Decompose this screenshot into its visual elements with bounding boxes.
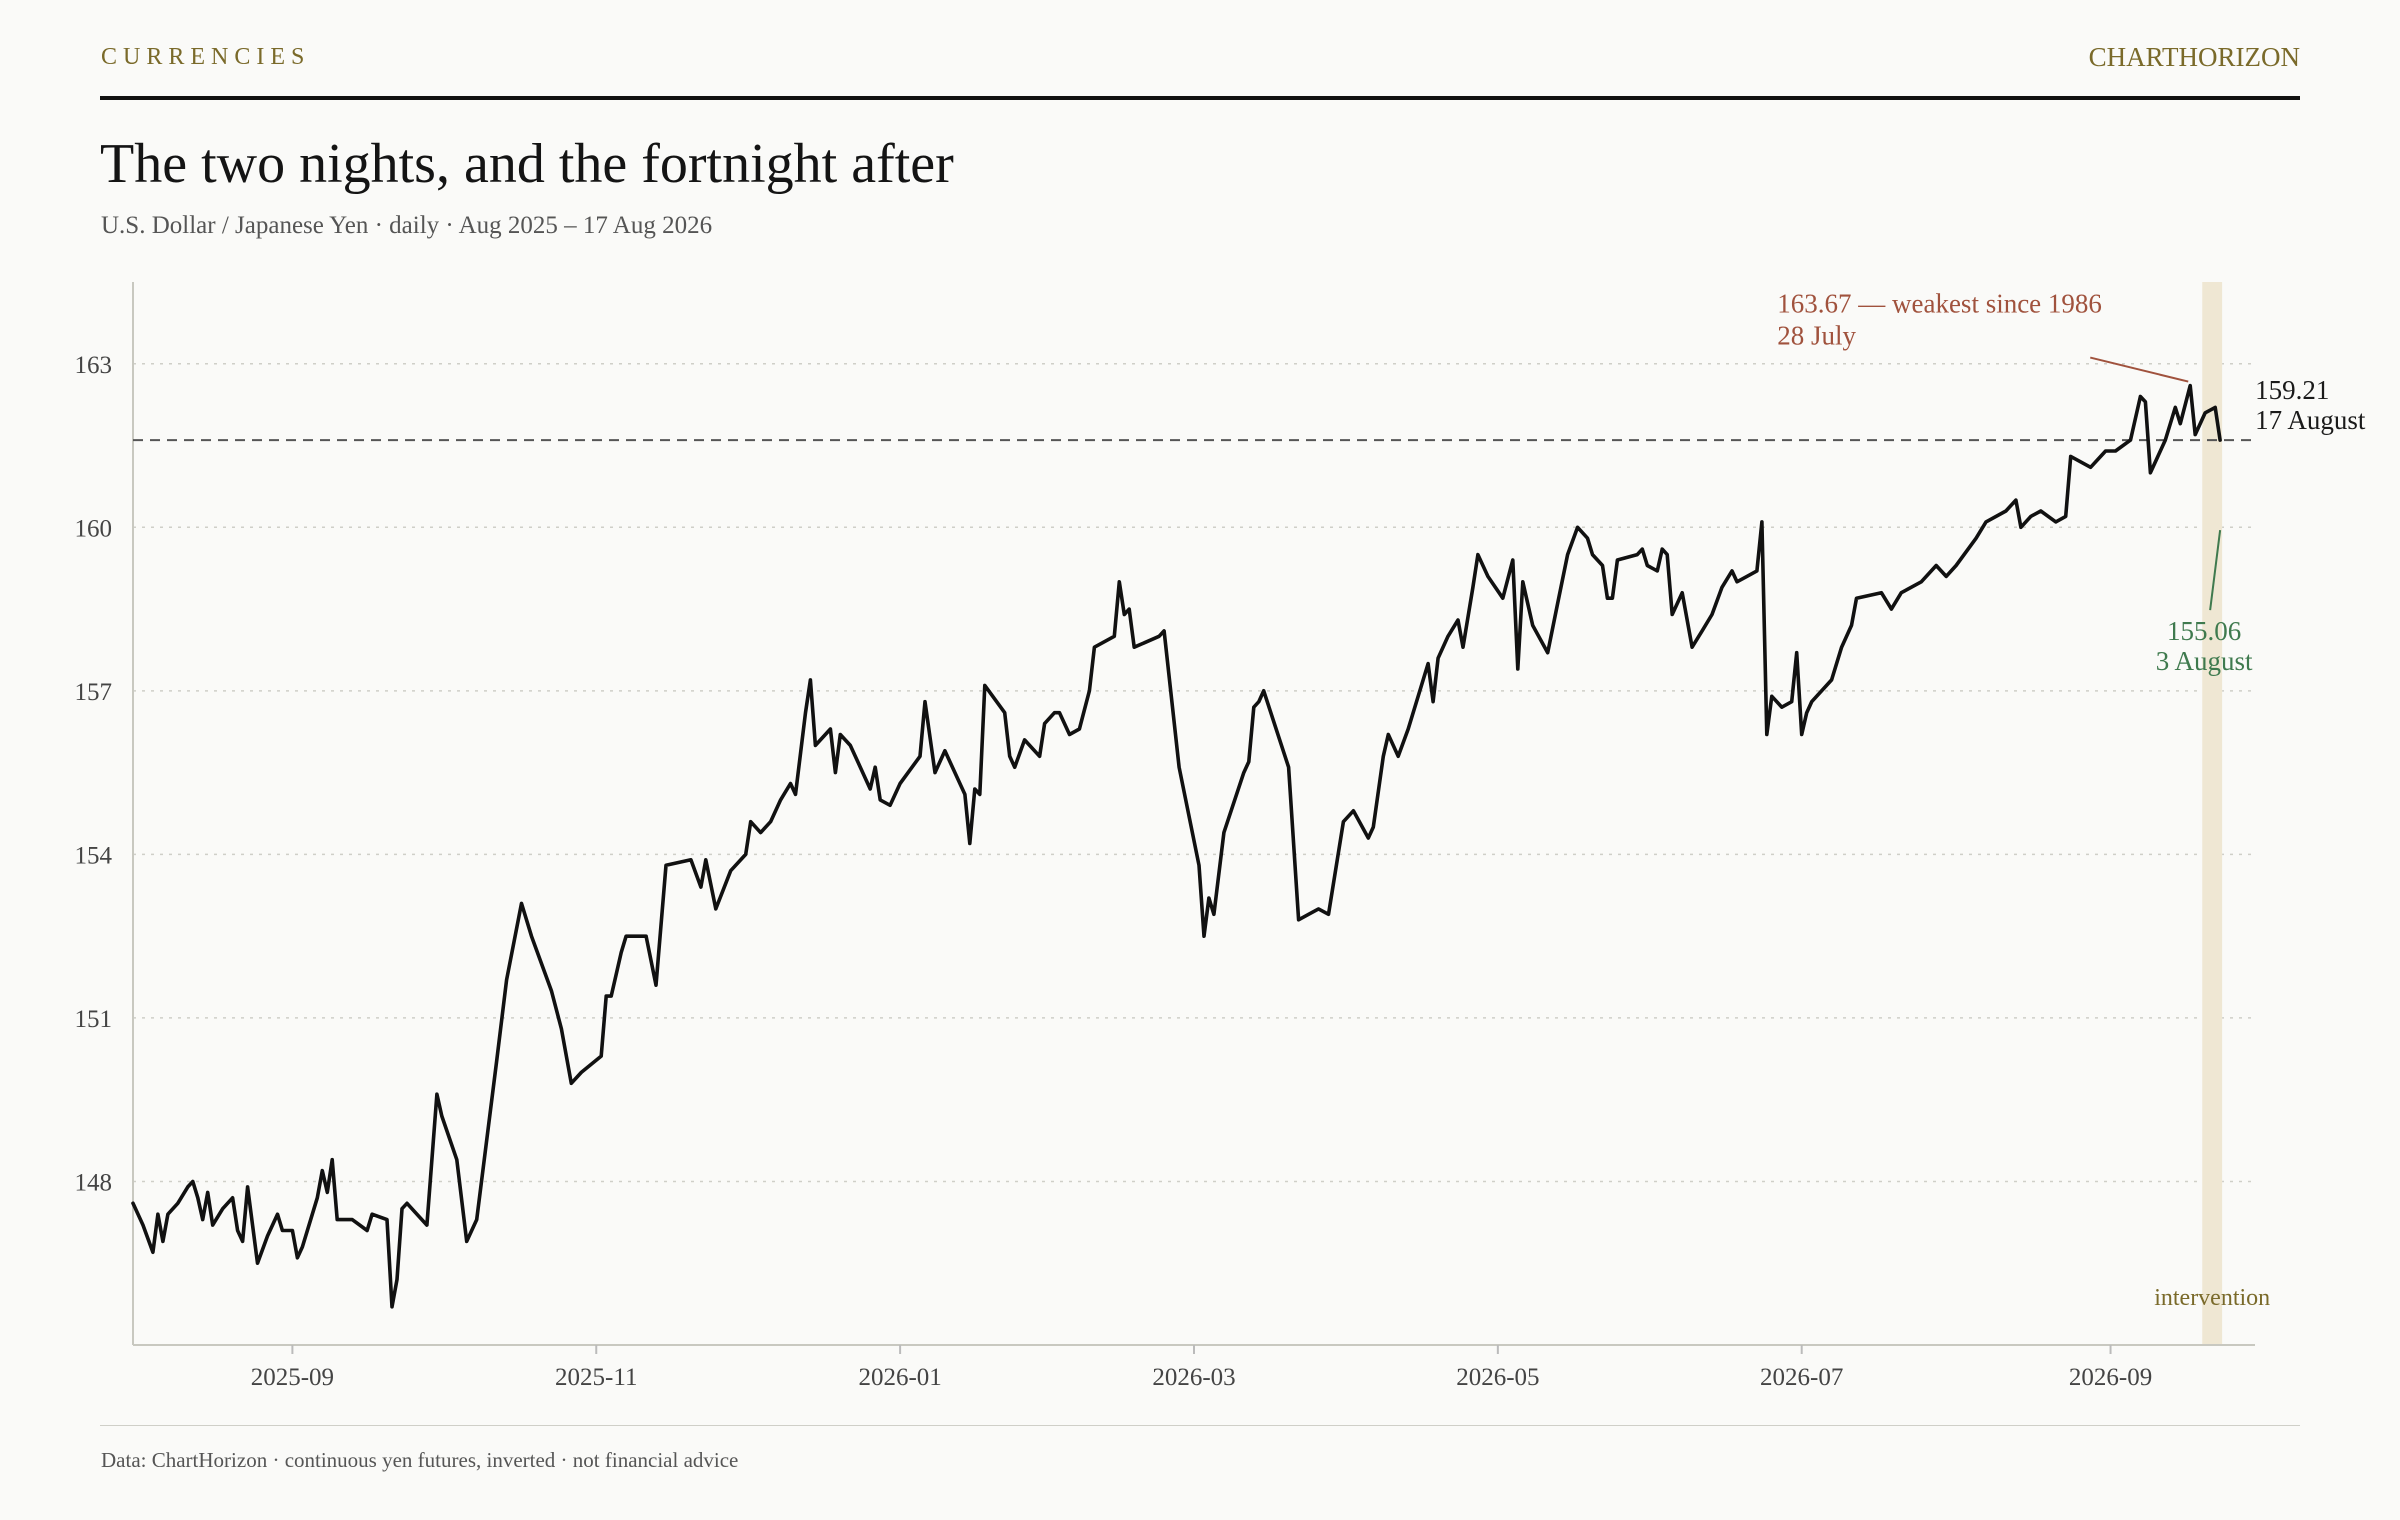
x-tick-label: 2025-09 [251, 1364, 334, 1391]
y-tick-label: 154 [75, 842, 113, 869]
header-rule [100, 96, 2300, 100]
chart-title: The two nights, and the fortnight after [100, 133, 954, 195]
section-kicker: CURRENCIES [101, 44, 311, 70]
x-tick-label: 2026-07 [1760, 1364, 1843, 1391]
trough-annotation-leader [2209, 529, 2222, 611]
last-value-label: 159.21 [2255, 375, 2329, 405]
usdjpy-line-chart: 148 151 154 157 160 163 2025-09 2025-11 2026-01… [75, 282, 2366, 1391]
trough-annotation-label: 155.06 [2167, 616, 2241, 646]
x-tick-label: 2026-05 [1456, 1364, 1539, 1391]
x-tick-label: 2026-03 [1152, 1364, 1235, 1391]
y-tick-label: 163 [75, 352, 113, 379]
series-line-usdjpy [131, 383, 2222, 1309]
x-tick-label: 2026-01 [858, 1364, 941, 1391]
axes: 2025-09 2025-11 2026-01 2026-03 2026-05 2026-… [132, 282, 2255, 1391]
brand-logo[interactable]: CHARTHORIZON [2088, 42, 2300, 72]
trough-annotation-date: 3 August [2156, 646, 2253, 676]
x-tick-label: 2025-11 [555, 1364, 637, 1391]
footer-source-note: Data: ChartHorizon · continuous yen futu… [101, 1448, 739, 1472]
y-tick-label: 148 [75, 1169, 113, 1196]
y-tick-label: 151 [75, 1006, 113, 1033]
peak-annotation-label: 163.67 — weakest since 1986 [1777, 289, 2102, 319]
y-tick-label: 160 [75, 515, 113, 542]
peak-annotation-date: 28 July [1777, 321, 1856, 351]
y-tick-label: 157 [75, 679, 113, 706]
intervention-band-label: intervention [2154, 1285, 2270, 1311]
x-tick-label: 2026-09 [2069, 1364, 2152, 1391]
footer-rule [100, 1425, 2300, 1426]
last-value-date: 17 August [2255, 405, 2366, 435]
annotations: 163.67 — weakest since 1986 28 July 155.… [1777, 289, 2366, 1311]
gridlines: 148 151 154 157 160 163 [75, 352, 2255, 1196]
chart-subtitle: U.S. Dollar / Japanese Yen · daily · Aug… [101, 212, 713, 239]
peak-annotation-leader [2090, 356, 2189, 383]
